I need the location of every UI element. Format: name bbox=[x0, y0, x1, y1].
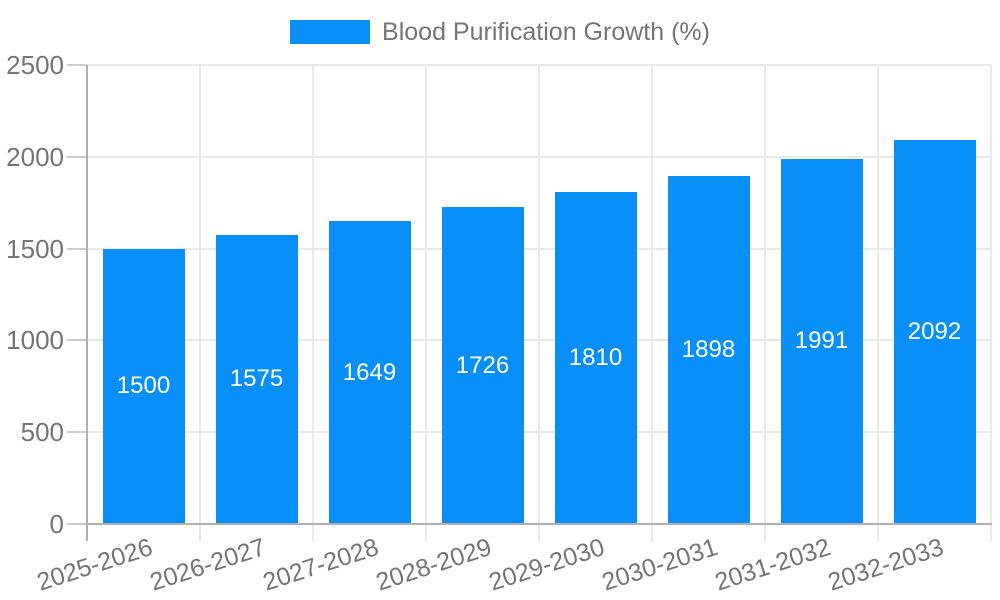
y-axis-label: 500 bbox=[20, 417, 64, 447]
y-axis-label: 2000 bbox=[6, 142, 64, 172]
x-axis-label: 2030-2031 bbox=[598, 533, 721, 597]
bar-value-label: 1810 bbox=[568, 343, 623, 371]
bar-2026-2027[interactable]: 1575 bbox=[215, 234, 298, 524]
x-gridline bbox=[764, 65, 766, 541]
x-axis-label: 2032-2033 bbox=[824, 533, 947, 597]
bar-value-label: 1649 bbox=[342, 358, 397, 386]
legend-item[interactable]: Blood Purification Growth (%) bbox=[290, 19, 710, 45]
y-axis-line bbox=[86, 65, 88, 541]
bar-2030-2031[interactable]: 1898 bbox=[667, 175, 750, 524]
y-axis-tick bbox=[67, 523, 87, 525]
bar-value-label: 1991 bbox=[794, 327, 849, 355]
legend-swatch bbox=[290, 20, 371, 44]
x-gridline bbox=[651, 65, 653, 541]
y-axis-label: 1500 bbox=[6, 234, 64, 264]
y-axis-tick bbox=[67, 64, 87, 66]
y-axis-label: 2500 bbox=[6, 50, 64, 80]
x-gridline bbox=[199, 65, 201, 541]
x-gridline bbox=[877, 65, 879, 541]
x-gridline bbox=[990, 65, 992, 541]
x-axis-label: 2025-2026 bbox=[33, 533, 156, 597]
bar-2028-2029[interactable]: 1726 bbox=[441, 207, 524, 524]
bar-2029-2030[interactable]: 1810 bbox=[554, 191, 637, 524]
x-axis-label: 2031-2032 bbox=[711, 533, 834, 597]
x-axis-label: 2027-2028 bbox=[259, 533, 382, 597]
x-axis-label: 2026-2027 bbox=[146, 533, 269, 597]
y-axis-tick bbox=[67, 339, 87, 341]
bar-2025-2026[interactable]: 1500 bbox=[102, 248, 185, 524]
bar-value-label: 1500 bbox=[116, 372, 171, 400]
y-axis-tick bbox=[67, 431, 87, 433]
x-axis-label: 2029-2030 bbox=[485, 533, 608, 597]
legend-label: Blood Purification Growth (%) bbox=[382, 18, 710, 46]
y-axis-tick bbox=[67, 156, 87, 158]
bar-value-label: 1575 bbox=[229, 365, 284, 393]
bar-value-label: 1898 bbox=[681, 335, 736, 363]
bar-value-label: 1726 bbox=[455, 351, 510, 379]
y-axis-tick bbox=[67, 248, 87, 250]
x-axis-line bbox=[86, 523, 992, 525]
x-gridline bbox=[538, 65, 540, 541]
y-axis-label: 1000 bbox=[6, 325, 64, 355]
y-axis-label: 0 bbox=[49, 509, 64, 539]
bar-value-label: 2092 bbox=[907, 317, 962, 345]
x-axis-label: 2028-2029 bbox=[372, 533, 495, 597]
x-gridline bbox=[425, 65, 427, 541]
x-gridline bbox=[312, 65, 314, 541]
bar-2031-2032[interactable]: 1991 bbox=[780, 158, 863, 524]
bar-2027-2028[interactable]: 1649 bbox=[328, 221, 411, 524]
bar-2032-2033[interactable]: 2092 bbox=[893, 139, 976, 524]
chart-legend: Blood Purification Growth (%) bbox=[0, 19, 1000, 45]
